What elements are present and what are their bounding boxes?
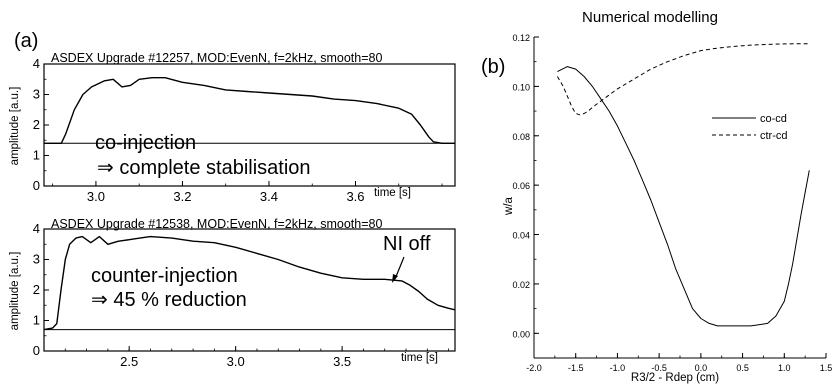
chart-2-y-tick-label: 0.12 bbox=[512, 33, 530, 43]
chart-b-plot: -2.0 -1.5 -1.0 -0.5 0.0 0.5 1.0 1.5 0.00 0.02 0.04… bbox=[512, 33, 832, 373]
chart-0-y-tick-label: 0 bbox=[33, 178, 40, 193]
chart-a-bottom-ylabel: amplitude [a.u.] bbox=[9, 252, 21, 331]
chart-b: Numerical modelling w/a R3/2 - Rdep (cm)… bbox=[503, 9, 832, 384]
chart-2-x-tick-label: -1.5 bbox=[568, 363, 584, 373]
chart-2-y-tick-label: 0.06 bbox=[512, 181, 530, 191]
chart-a-top-ylabel: amplitude [a.u.] bbox=[9, 87, 21, 166]
chart-a-bottom-header: ASDEX Upgrade #12538, MOD:EvenN, f=2kHz,… bbox=[51, 217, 382, 231]
chart-0-x-tick-label: 3.6 bbox=[346, 189, 364, 204]
chart-2-x-tick-label: -1.0 bbox=[610, 363, 626, 373]
chart-2-x-tick-label: 0.5 bbox=[736, 363, 749, 373]
chart-a-bottom-annotation-3: NI off bbox=[383, 233, 431, 255]
panel-label-b: (b) bbox=[481, 56, 505, 78]
panel-label-a: (a) bbox=[14, 30, 38, 52]
chart-a-top-xlabel: time [s] bbox=[374, 187, 411, 199]
chart-0-x-tick-label: 3.0 bbox=[87, 189, 105, 204]
chart-2-x-tick-label: 1.5 bbox=[820, 363, 833, 373]
chart-1-x-tick-label: 3.0 bbox=[227, 354, 245, 369]
chart-a-bottom-annotation-2: ⇒ 45 % reduction bbox=[91, 289, 247, 311]
chart-1-y-tick-label: 2 bbox=[33, 282, 40, 297]
chart-2-x-tick-label: 1.0 bbox=[778, 363, 791, 373]
chart-a-top-annotation-2: ⇒ complete stabilisation bbox=[97, 157, 311, 179]
chart-a-bottom-annotation-1: counter-injection bbox=[91, 265, 238, 287]
chart-0-y-tick-label: 2 bbox=[33, 117, 40, 132]
chart-0-y-tick-label: 3 bbox=[33, 87, 40, 102]
chart-0-series-0-line bbox=[44, 77, 455, 144]
chart-a-top-plot: 3.0 3.2 3.4 3.6 0 1 2 3 4 bbox=[33, 56, 456, 204]
chart-2-y-tick-label: 0.04 bbox=[512, 231, 530, 241]
chart-1-series-0-line bbox=[43, 235, 456, 331]
legend-co-cd-label: co-cd bbox=[760, 113, 787, 125]
chart-2-x-tick-label: -0.5 bbox=[651, 363, 667, 373]
chart-1-x-tick-label: 3.5 bbox=[333, 354, 351, 369]
legend-ctr-cd-label: ctr-cd bbox=[760, 130, 788, 142]
chart-b-title: Numerical modelling bbox=[582, 9, 718, 26]
chart-1-y-tick-label: 3 bbox=[33, 252, 40, 267]
chart-a-bottom: ASDEX Upgrade #12538, MOD:EvenN, f=2kHz,… bbox=[9, 217, 456, 369]
chart-b-xlabel: R3/2 - Rdep (cm) bbox=[631, 372, 719, 384]
chart-a-top: ASDEX Upgrade #12257, MOD:EvenN, f=2kHz,… bbox=[9, 51, 456, 204]
chart-b-ylabel: w/a bbox=[503, 196, 515, 216]
chart-2-series-co-cd-line bbox=[557, 66, 810, 327]
chart-2-y-tick-label: 0.02 bbox=[512, 280, 530, 290]
chart-0-y-tick-label: 1 bbox=[33, 148, 40, 163]
chart-2-x-tick-label: -2.0 bbox=[526, 363, 542, 373]
chart-2-y-tick-label: 0.00 bbox=[512, 329, 530, 339]
chart-2-x-tick-label: 0.0 bbox=[695, 363, 708, 373]
chart-2-y-tick-label: 0.10 bbox=[512, 82, 530, 92]
chart-a-bottom-plot: 2.5 3.0 3.5 0 1 2 3 4 bbox=[33, 221, 456, 369]
chart-a-bottom-xlabel: time [s] bbox=[401, 352, 438, 364]
chart-0-x-tick-label: 3.4 bbox=[260, 189, 278, 204]
chart-1-y-tick-label: 0 bbox=[33, 343, 40, 358]
chart-1-y-tick-label: 1 bbox=[33, 313, 40, 328]
chart-2-series-ctr-cd-line bbox=[556, 43, 810, 116]
chart-a-top-header: ASDEX Upgrade #12257, MOD:EvenN, f=2kHz,… bbox=[51, 51, 382, 65]
chart-0-x-tick-label: 3.2 bbox=[173, 189, 191, 204]
chart-0-y-tick-label: 4 bbox=[33, 56, 40, 71]
chart-2-y-tick-label: 0.08 bbox=[512, 132, 530, 142]
ni-off-arrow bbox=[394, 256, 405, 280]
chart-1-y-tick-label: 4 bbox=[33, 221, 40, 236]
chart-1-x-tick-label: 2.5 bbox=[120, 354, 138, 369]
